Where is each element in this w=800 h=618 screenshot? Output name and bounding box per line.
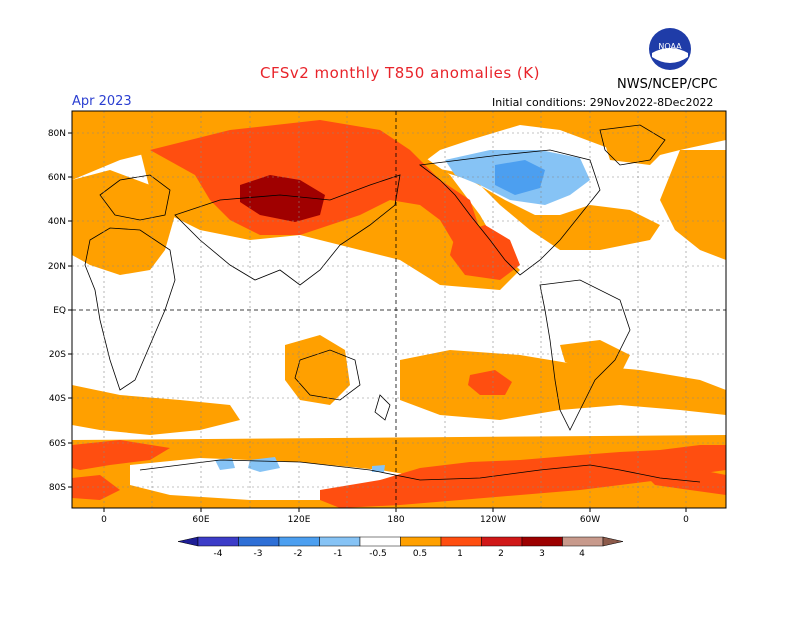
colorbar-label: -1 — [334, 549, 343, 559]
noaa-logo-icon: NOAA — [649, 28, 691, 70]
lat-label: 40N — [48, 217, 66, 227]
lon-label: 0 — [683, 515, 689, 525]
lon-label: 120E — [288, 515, 311, 525]
colorbar-label: 3 — [539, 549, 545, 559]
colorbar-swatch — [359, 536, 401, 547]
colorbar-label: -2 — [294, 549, 303, 559]
lon-label: 60E — [192, 515, 209, 525]
lat-label: 20N — [48, 262, 66, 272]
lon-label: 60W — [580, 515, 600, 525]
lon-axis: 0 60E 120E 180 120W 60W 0 — [101, 508, 689, 525]
colorbar-label: 2 — [498, 549, 504, 559]
colorbar-swatch — [521, 536, 563, 547]
lat-label: 80N — [48, 129, 66, 139]
colorbar-swatch — [197, 536, 239, 547]
lat-label: 60N — [48, 173, 66, 183]
lon-label: 0 — [101, 515, 107, 525]
colorbar-label: -3 — [254, 549, 263, 559]
lat-label: 20S — [49, 350, 66, 360]
forecast-month: Apr 2023 — [72, 94, 132, 109]
colorbar-label: 1 — [457, 549, 463, 559]
anomaly-fields — [72, 111, 726, 508]
logo-text: NOAA — [658, 42, 682, 51]
colorbar-label: -0.5 — [369, 549, 387, 559]
lat-label: 60S — [49, 439, 66, 449]
colorbar-labels: -4 -3 -2 -1 -0.5 0.5 1 2 3 4 — [214, 549, 586, 559]
initial-conditions: Initial conditions: 29Nov2022-8Dec2022 — [492, 96, 714, 109]
map-title: CFSv2 monthly T850 anomalies (K) — [260, 64, 540, 82]
reference-lines — [72, 111, 726, 508]
colorbar-label: 4 — [579, 549, 585, 559]
lon-label: 180 — [387, 515, 404, 525]
colorbar-swatch — [238, 536, 280, 547]
colorbar-arrow-left — [177, 536, 199, 547]
lat-label: 40S — [49, 394, 66, 404]
agency-label: NWS/NCEP/CPC — [617, 77, 718, 92]
colorbar-swatch — [278, 536, 320, 547]
colorbar-swatch — [400, 536, 442, 547]
colorbar-label: 0.5 — [413, 549, 427, 559]
colorbar-swatch — [319, 536, 361, 547]
lon-label: 120W — [480, 515, 506, 525]
lat-axis: 80N 60N 40N 20N EQ 20S 40S 60S 80S — [48, 129, 72, 493]
colorbar-swatch — [481, 536, 523, 547]
graticule — [72, 111, 726, 508]
colorbar-arrow-right — [602, 536, 624, 547]
colorbar-swatch — [440, 536, 482, 547]
colorbar-label: -4 — [214, 549, 223, 559]
lat-label: EQ — [53, 306, 66, 316]
colorbar — [177, 536, 624, 547]
colorbar-swatch — [562, 536, 604, 547]
coastlines — [84, 124, 701, 483]
lat-label: 80S — [49, 483, 66, 493]
